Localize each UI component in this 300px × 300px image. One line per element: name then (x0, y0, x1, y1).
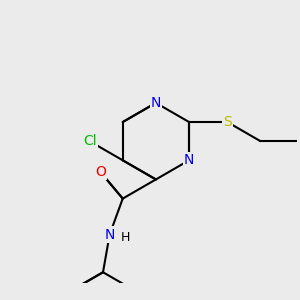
Text: N: N (151, 96, 161, 110)
Text: S: S (223, 115, 232, 129)
Text: O: O (95, 165, 106, 179)
Text: N: N (104, 228, 115, 242)
Text: Cl: Cl (83, 134, 96, 148)
Text: N: N (184, 153, 194, 167)
Text: H: H (121, 231, 130, 244)
